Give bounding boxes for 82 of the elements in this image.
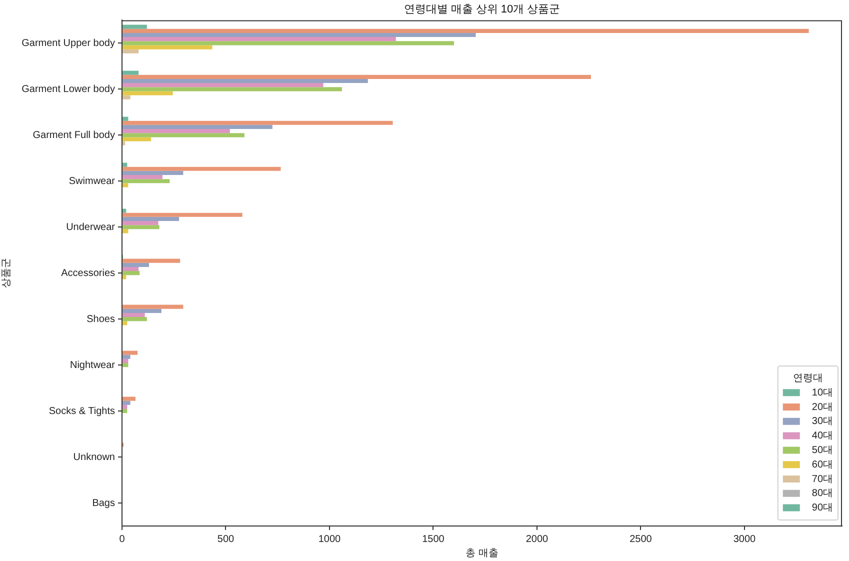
bar: [122, 37, 396, 42]
x-tick-label: 1000: [318, 534, 342, 545]
y-tick-label: Garment Lower body: [22, 84, 115, 95]
bar: [122, 179, 170, 184]
bar: [122, 258, 180, 263]
bar: [122, 312, 145, 318]
y-tick-label: Accessories: [61, 268, 115, 279]
bar: [122, 120, 393, 125]
chart-title: 연령대별 매출 상위 10개 상품군: [404, 4, 560, 16]
x-axis-title: 총 매출: [466, 548, 498, 559]
y-tick-label: Garment Upper body: [22, 38, 115, 49]
bar: [122, 41, 454, 46]
bar: [122, 83, 324, 88]
legend-label: 90대: [812, 502, 833, 514]
bar: [122, 350, 138, 355]
bar: [122, 317, 147, 322]
bar: [122, 409, 128, 414]
x-tick-label: 1500: [422, 534, 445, 545]
bar: [122, 225, 160, 230]
bar: [122, 275, 126, 280]
bar: [122, 183, 128, 188]
bar: [122, 229, 128, 234]
legend-label: 10대: [812, 387, 833, 398]
bar: [122, 116, 128, 121]
y-tick-label: Swimwear: [68, 176, 116, 187]
bar: [122, 166, 281, 171]
legend-label: 20대: [812, 402, 833, 413]
bar: [122, 208, 126, 213]
bar: [122, 212, 242, 217]
bar: [122, 133, 244, 138]
legend-label: 80대: [812, 488, 833, 500]
bar: [122, 91, 173, 96]
bar: [122, 358, 128, 364]
bar: [122, 162, 128, 167]
bar: [122, 141, 126, 146]
bar: [122, 216, 180, 221]
bar: [122, 49, 139, 54]
x-tick-label: 0: [119, 534, 126, 545]
bar: [122, 304, 184, 309]
x-tick-label: 500: [217, 534, 235, 545]
bar: [122, 24, 147, 29]
bar: [122, 271, 140, 276]
y-tick-label: Socks & Tights: [48, 406, 115, 417]
bar: [122, 321, 128, 326]
legend-label: 70대: [812, 474, 833, 485]
bar: [122, 175, 162, 180]
bar: [122, 170, 184, 176]
legend-title: 연령대: [792, 372, 823, 384]
bar: [122, 354, 130, 359]
y-tick-label: Nightwear: [70, 360, 116, 371]
bar: [122, 137, 152, 142]
legend-label: 50대: [812, 444, 833, 456]
bar: [122, 74, 591, 79]
bar: [122, 95, 130, 100]
bar: [122, 87, 342, 92]
legend-label: 40대: [812, 430, 833, 442]
bar: [122, 400, 130, 405]
bar: [122, 28, 809, 33]
bar: [122, 262, 149, 267]
legend-label: 30대: [812, 416, 833, 428]
bar: [122, 45, 212, 50]
y-tick-label: Bags: [92, 498, 115, 509]
bar: [122, 404, 128, 409]
y-tick-label: Garment Full body: [32, 130, 115, 141]
y-tick-label: Unknown: [73, 452, 115, 463]
y-axis-title: 상품군: [0, 258, 12, 288]
x-tick-label: 2500: [630, 534, 652, 545]
legend-label: 60대: [812, 459, 833, 470]
bar: [122, 308, 162, 313]
bar: [122, 129, 230, 134]
bar: [122, 70, 139, 75]
bar: [122, 266, 139, 272]
bar: [122, 78, 368, 84]
x-tick-label: 3000: [733, 534, 756, 545]
bar: [122, 32, 476, 38]
bar: [122, 396, 136, 401]
bar: [122, 363, 128, 368]
y-tick-label: Underwear: [66, 222, 116, 233]
bar: [122, 220, 158, 226]
bar: [122, 124, 272, 130]
y-tick-label: Shoes: [86, 314, 115, 325]
x-tick-label: 2000: [526, 534, 549, 545]
